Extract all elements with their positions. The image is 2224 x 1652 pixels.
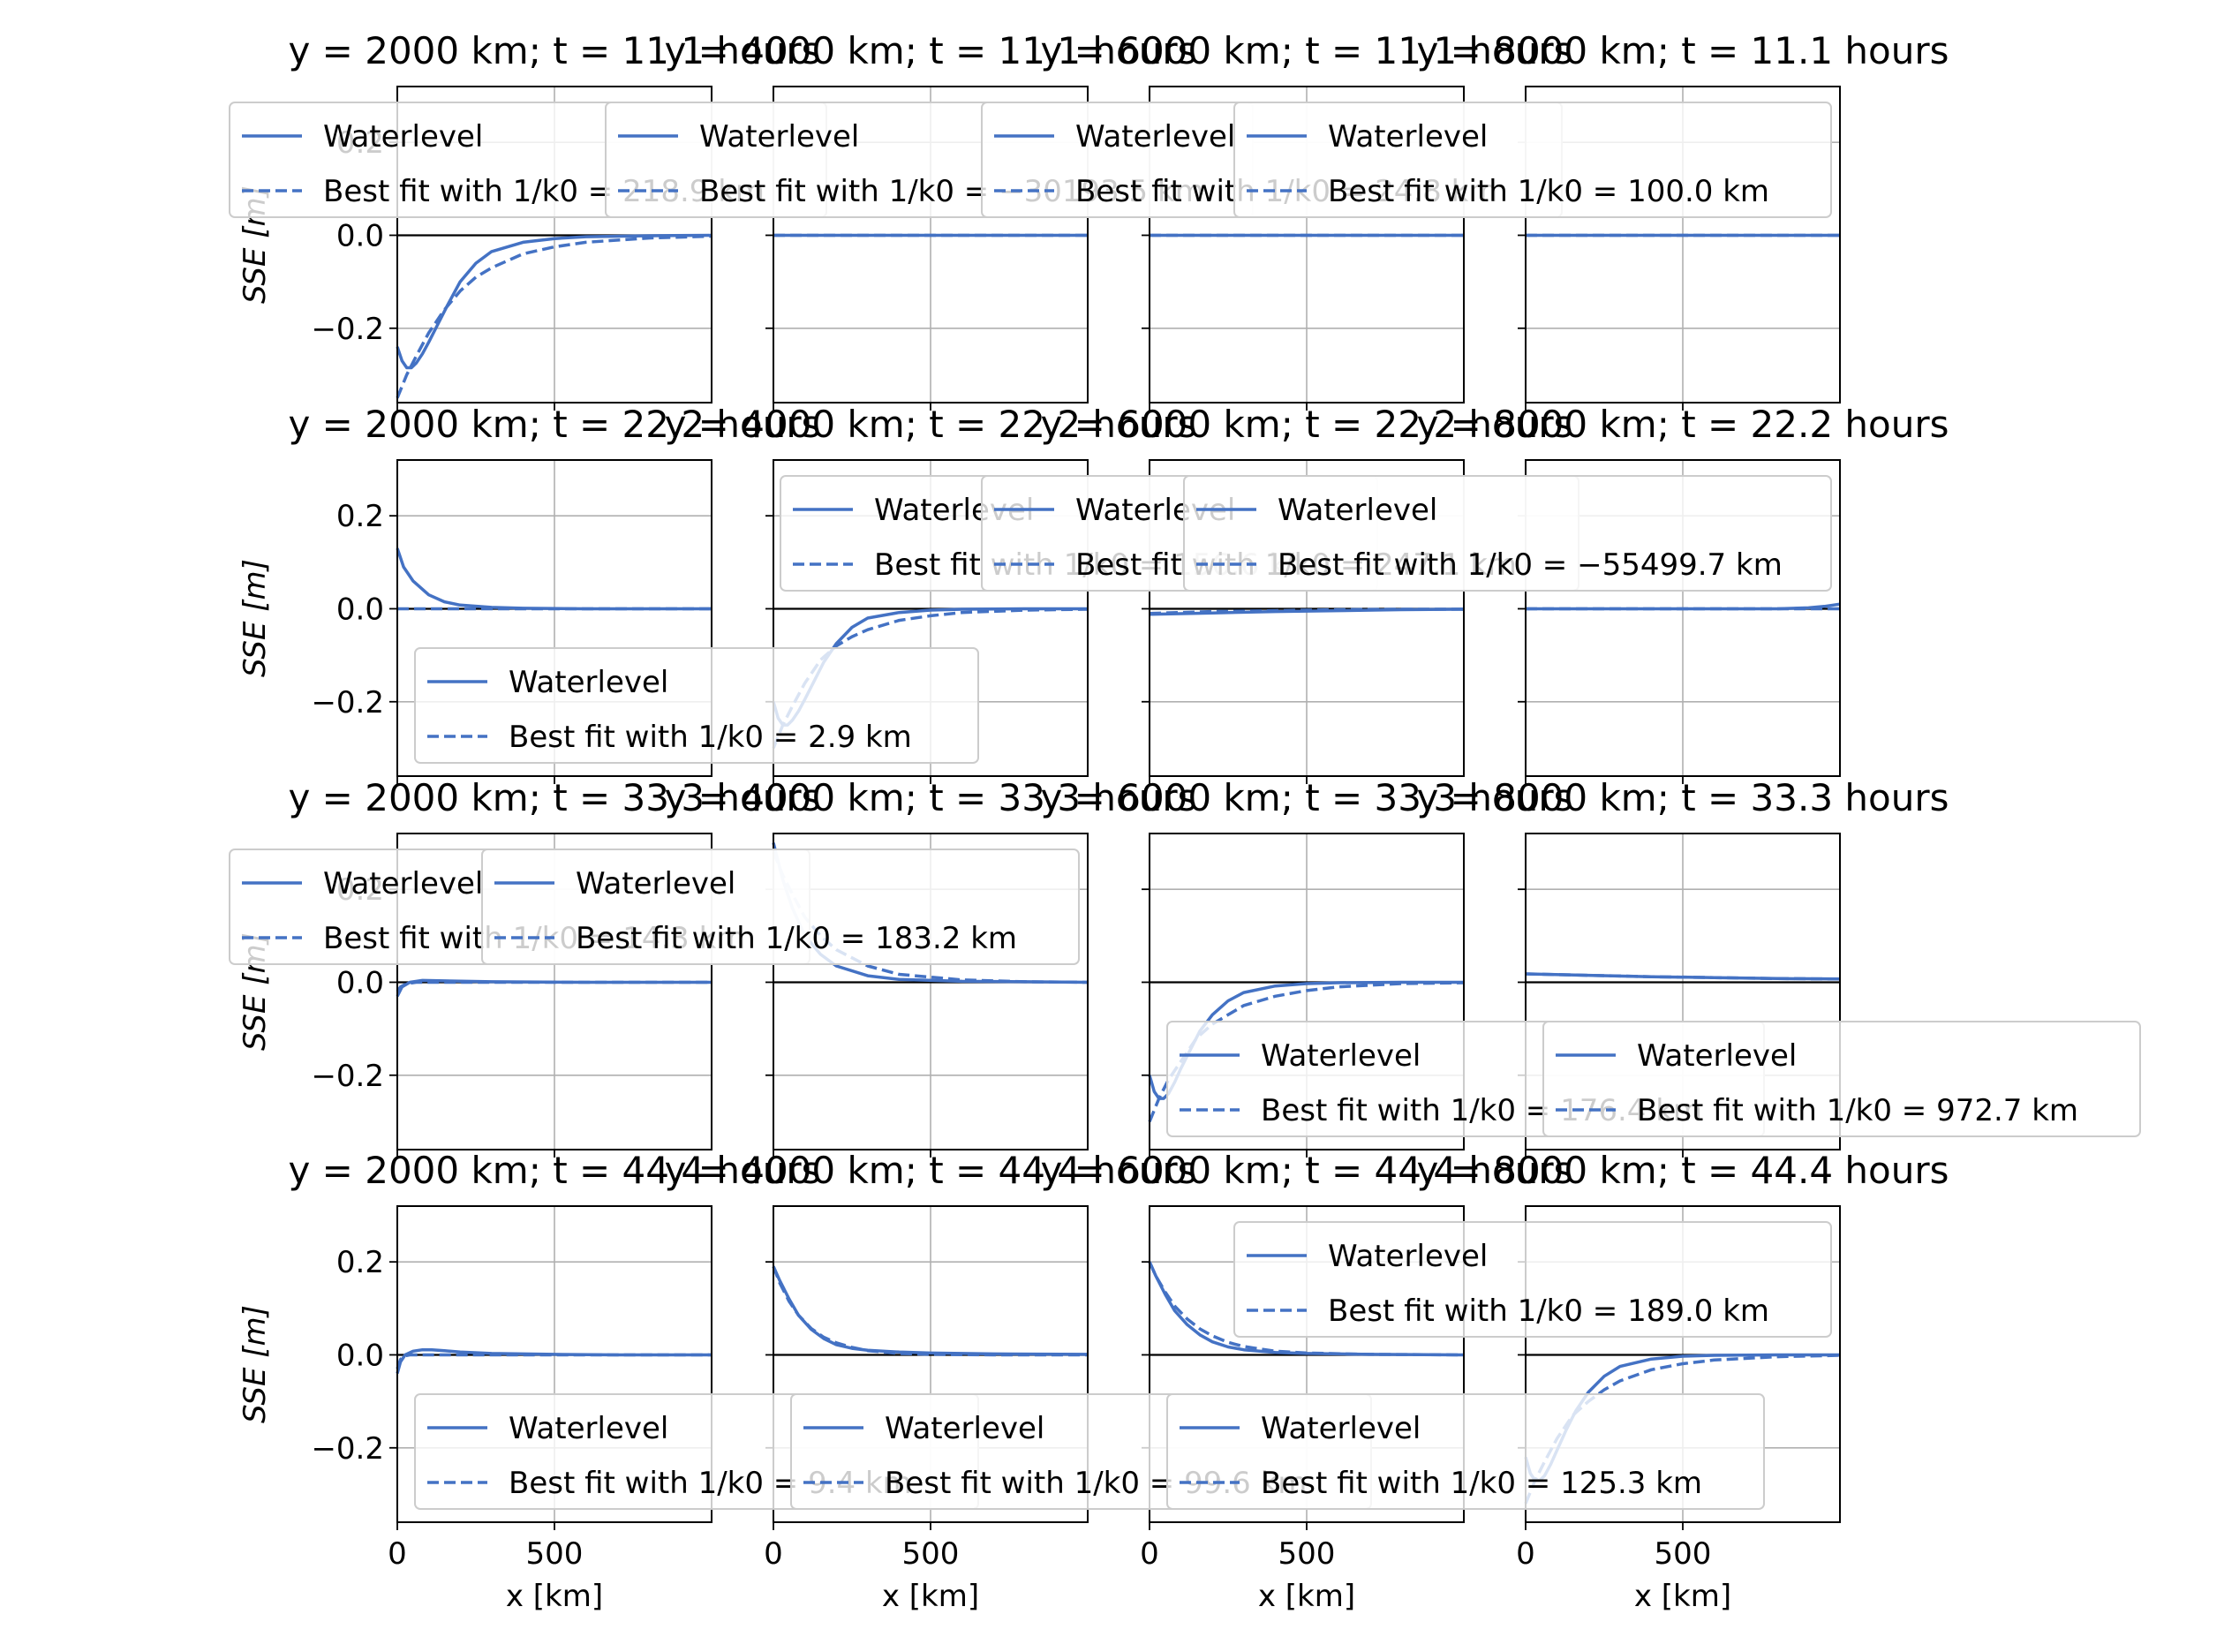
x-tick-label: 500 <box>526 1536 584 1572</box>
y-tick-label: 0.0 <box>336 1338 384 1373</box>
subplot-r1-c0: 0.2 0.0 −0.2 SSE [m] <box>237 459 712 784</box>
legend: Waterlevel Best fit with 1/k0 = 125.3 km <box>1166 1393 1765 1510</box>
legend-label: Waterlevel <box>1261 1038 1421 1074</box>
subplot-title: y = 8000 km; t = 44.4 hours <box>1416 1149 1949 1192</box>
legend-label: Waterlevel <box>1261 1411 1421 1446</box>
waterlevel-line <box>1526 602 1841 611</box>
best-fit-line <box>1525 972 1841 981</box>
y-tick-label: −0.2 <box>311 312 384 347</box>
legend-label: Waterlevel <box>1328 1239 1488 1274</box>
x-tick-label: 500 <box>1655 1536 1712 1572</box>
best-fit-line <box>1149 607 1464 615</box>
legend-box <box>1166 1393 1765 1510</box>
best-fit-line <box>396 980 712 992</box>
legend: Waterlevel Best fit with 1/k0 = 972.7 km <box>1542 1021 2141 1137</box>
best-fit-line <box>396 1353 712 1369</box>
y-tick-label: −0.2 <box>311 685 384 720</box>
y-tick-label: 0.0 <box>336 592 384 627</box>
legend-label: Waterlevel <box>699 119 859 155</box>
legend-label: Best fit with 1/k0 = 189.0 km <box>1328 1294 1769 1329</box>
legend-label: Best fit with 1/k0 = 972.7 km <box>1637 1093 2078 1128</box>
best-fit-line <box>396 234 712 399</box>
legend-label: Waterlevel <box>1328 119 1488 155</box>
legend-label: Waterlevel <box>1637 1038 1797 1074</box>
x-axis-label: x [km] <box>882 1579 979 1614</box>
y-tick-label: 0.0 <box>336 218 384 253</box>
x-tick-label: 0 <box>1140 1536 1159 1572</box>
legend-label: Waterlevel <box>509 1411 668 1446</box>
legend-label: Best fit with 1/k0 = −55499.7 km <box>1278 547 1783 583</box>
legend-box <box>481 849 1080 965</box>
best-fit-line <box>1148 1261 1465 1357</box>
subplot-title: y = 4000 km; t = 11.1 hours <box>664 29 1196 72</box>
legend-box <box>414 647 979 764</box>
subplot-title: y = 4000 km; t = 44.4 hours <box>664 1149 1196 1192</box>
x-axis-label: x [km] <box>1258 1579 1355 1614</box>
legend-label: Best fit with 1/k0 = 2.9 km <box>509 720 912 755</box>
legend-label: Waterlevel <box>509 665 668 700</box>
subplot-title: y = 6000 km; t = 11.1 hours <box>1040 29 1572 72</box>
legend: Waterlevel Best fit with 1/k0 = 100.0 km <box>1233 102 1832 218</box>
subplot-title: y = 2000 km; t = 33.3 hours <box>288 776 820 819</box>
subplot-title: y = 2000 km; t = 11.1 hours <box>288 29 820 72</box>
y-axis-label: SSE [m] <box>237 559 273 677</box>
x-axis-label: x [km] <box>1634 1579 1731 1614</box>
y-tick-label: −0.2 <box>311 1431 384 1467</box>
best-fit-line <box>772 607 1089 750</box>
legend-label: Waterlevel <box>323 866 483 901</box>
legend: Waterlevel Best fit with 1/k0 = −55499.7 … <box>1183 475 1832 592</box>
subplot-title: y = 2000 km; t = 22.2 hours <box>288 403 820 446</box>
x-tick-label: 0 <box>1516 1536 1535 1572</box>
x-axis-label: x [km] <box>506 1579 603 1614</box>
legend-label: Waterlevel <box>576 866 735 901</box>
legend-label: Waterlevel <box>1278 493 1437 528</box>
x-tick-label: 0 <box>388 1536 407 1572</box>
y-tick-label: 0.0 <box>336 965 384 1000</box>
legend-label: Waterlevel <box>885 1411 1044 1446</box>
legend-box <box>1542 1021 2141 1137</box>
x-tick-label: 500 <box>902 1536 960 1572</box>
legend-label: Waterlevel <box>1075 119 1235 155</box>
best-fit-line <box>1148 981 1465 1123</box>
y-axis-label: SSE [m] <box>237 1305 273 1423</box>
subplot-title: y = 6000 km; t = 33.3 hours <box>1040 776 1572 819</box>
legend-label: Best fit with 1/k0 = 100.0 km <box>1328 174 1769 209</box>
y-tick-label: 0.2 <box>336 1245 384 1280</box>
subplot-title: y = 8000 km; t = 22.2 hours <box>1416 403 1949 446</box>
legend-label: Best fit with 1/k0 = 183.2 km <box>576 921 1017 956</box>
legend: Waterlevel Best fit with 1/k0 = 183.2 km <box>481 849 1080 965</box>
subplot-title: y = 2000 km; t = 44.4 hours <box>288 1149 820 1192</box>
subplot-r1-c3 <box>1518 459 1841 784</box>
x-tick-label: 0 <box>764 1536 783 1572</box>
subplot-title: y = 4000 km; t = 22.2 hours <box>664 403 1196 446</box>
subplot-title: y = 6000 km; t = 44.4 hours <box>1040 1149 1572 1192</box>
x-tick-label: 500 <box>1278 1536 1336 1572</box>
legend-box <box>1233 1221 1832 1338</box>
legend-box <box>1183 475 1832 592</box>
legend: Waterlevel Best fit with 1/k0 = 2.9 km <box>414 647 979 764</box>
best-fit-line <box>772 1265 1088 1357</box>
subplot-title: y = 8000 km; t = 11.1 hours <box>1416 29 1949 72</box>
y-tick-label: 0.2 <box>336 499 384 534</box>
best-fit-line <box>1524 1354 1841 1505</box>
legend-label: Waterlevel <box>323 119 483 155</box>
legend-box <box>1233 102 1832 218</box>
legend-label: Best fit with 1/k0 = 125.3 km <box>1261 1466 1702 1501</box>
subplot-title: y = 8000 km; t = 33.3 hours <box>1416 776 1949 819</box>
subplot-title: y = 6000 km; t = 22.2 hours <box>1040 403 1572 446</box>
y-tick-label: −0.2 <box>311 1059 384 1094</box>
subplot-title: y = 4000 km; t = 33.3 hours <box>664 776 1196 819</box>
legend: Waterlevel Best fit with 1/k0 = 189.0 km <box>1233 1221 1832 1338</box>
